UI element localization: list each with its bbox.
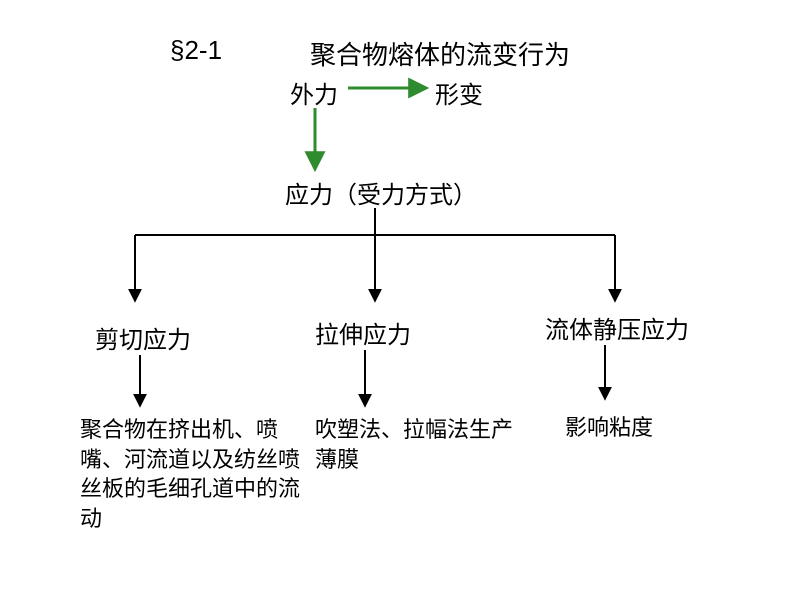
branch-hydrostatic-desc: 影响粘度 — [565, 413, 715, 443]
section-number: §2-1 — [170, 35, 222, 66]
main-title: 聚合物熔体的流变行为 — [310, 35, 570, 72]
node-waili: 外力 — [290, 75, 338, 110]
branch-shear-desc: 聚合物在挤出机、喷嘴、河流道以及纺丝喷丝板的毛细孔道中的流动 — [80, 415, 305, 534]
node-xingbian: 形变 — [435, 75, 483, 110]
node-yingli: 应力（受力方式） — [285, 175, 477, 210]
branch-tensile-desc: 吹塑法、拉幅法生产薄膜 — [315, 415, 525, 474]
branch-hydrostatic-title: 流体静压应力 — [545, 310, 689, 345]
branch-tensile-title: 拉伸应力 — [315, 315, 411, 350]
branch-shear-title: 剪切应力 — [95, 320, 191, 355]
